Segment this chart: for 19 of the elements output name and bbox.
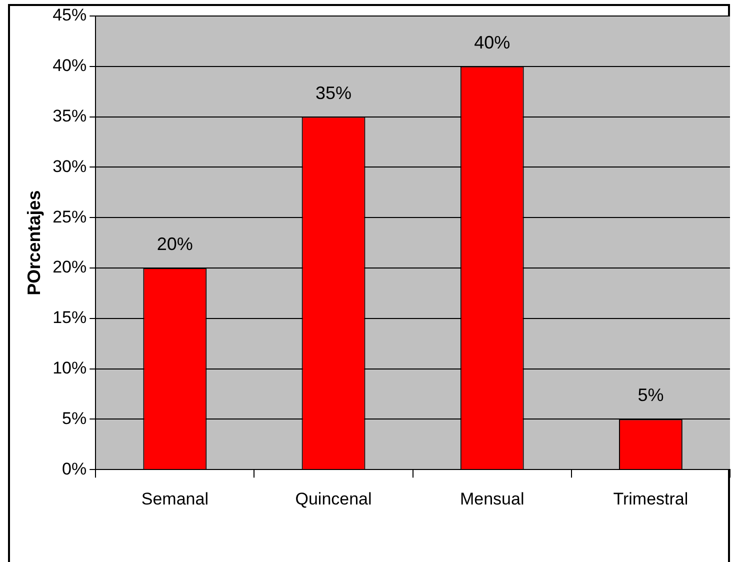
data-label: 5% [638, 385, 664, 406]
y-tick-label: 25% [52, 207, 87, 226]
data-label: 20% [156, 234, 193, 254]
data-label: 35% [316, 82, 352, 103]
y-tick-label: 30% [52, 156, 87, 176]
y-tick-label: 45% [52, 6, 87, 25]
data-label: 40% [474, 32, 510, 52]
x-tick-label: Semanal [141, 489, 208, 508]
y-axis-title: POrcentajes [24, 190, 44, 296]
y-tick-label: 0% [62, 459, 87, 478]
y-tick-label: 20% [52, 258, 87, 277]
y-tick-label: 35% [52, 106, 87, 126]
x-tick-label: Trimestral [613, 489, 688, 508]
x-tick-label: Quincenal [295, 489, 372, 508]
y-tick-label: 5% [62, 408, 87, 428]
x-tick-label: Mensual [460, 489, 524, 508]
y-tick-label: 10% [52, 358, 87, 378]
y-tick-label: 15% [52, 308, 87, 328]
y-tick-label: 40% [52, 56, 87, 76]
